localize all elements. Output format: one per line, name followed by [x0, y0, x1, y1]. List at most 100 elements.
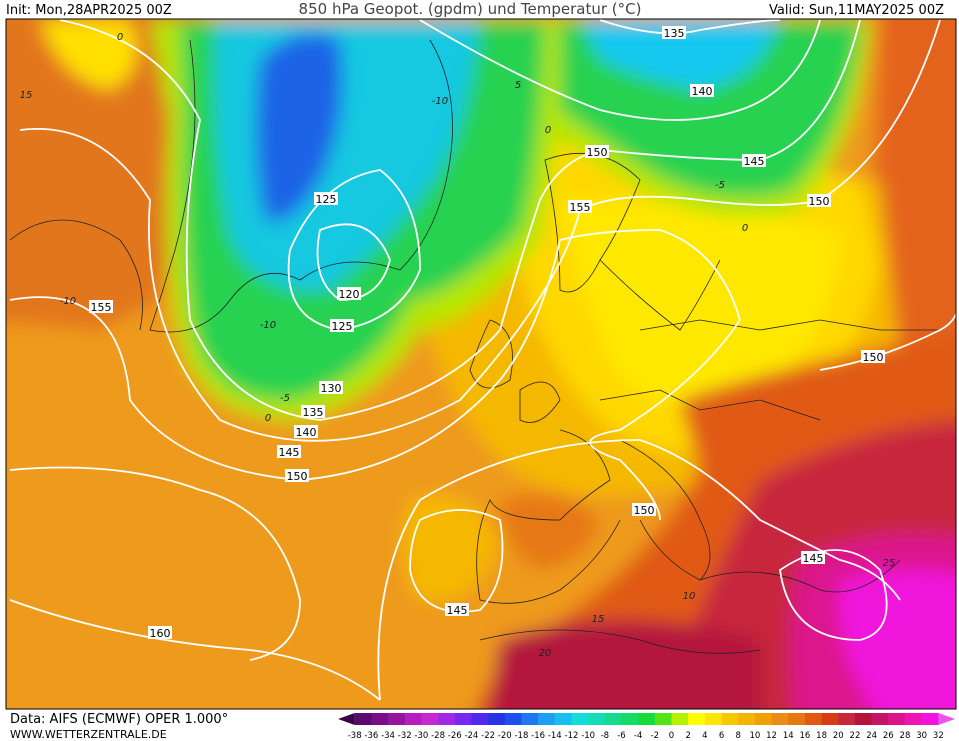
- colorbar-label: -22: [481, 731, 495, 741]
- coastlines: [9, 39, 940, 654]
- temperature-label: 15: [20, 90, 33, 101]
- colorbar-label: 20: [833, 731, 844, 741]
- temperature-label: 25: [883, 558, 896, 569]
- colorbar-label: 8: [736, 731, 741, 741]
- geopotential-label: 145: [744, 155, 765, 168]
- geopotential-label: 145: [803, 552, 824, 565]
- geopotential-label: 125: [316, 193, 337, 206]
- geopotential-label-box: [277, 445, 301, 458]
- temperature-label: -5: [715, 180, 725, 191]
- geopotential-label-box: [568, 200, 592, 213]
- geopotential-label: 125: [332, 320, 353, 333]
- colorbar-swatch: [604, 713, 622, 725]
- geopotential-label-box: [690, 84, 714, 97]
- init-label: Init: Mon,28APR2025 00Z: [6, 3, 172, 18]
- colorbar-label: -26: [448, 731, 462, 741]
- colorbar-arrow: [938, 713, 955, 725]
- geopotential-label-box: [148, 626, 172, 639]
- colorbar-swatch: [654, 713, 672, 725]
- valid-label: Valid: Sun,11MAY2025 00Z: [769, 3, 944, 18]
- geopotential-label: 145: [447, 604, 468, 617]
- colorbar-label: -28: [431, 731, 445, 741]
- colorbar-swatch: [754, 713, 772, 725]
- colorbar-label: -2: [651, 731, 659, 741]
- colorbar-label: 0: [669, 731, 674, 741]
- colorbar-label: 22: [850, 731, 861, 741]
- colorbar-swatch: [404, 713, 422, 725]
- colorbar-swatch: [688, 713, 706, 725]
- geopotential-label-box: [301, 405, 325, 418]
- geopotential-label: 135: [664, 27, 685, 40]
- temperature-label: -10: [60, 296, 76, 307]
- colorbar-label: 32: [933, 731, 944, 741]
- colorbar-label: 4: [702, 731, 707, 741]
- colorbar-label: -16: [531, 731, 545, 741]
- colorbar-swatch: [621, 713, 639, 725]
- colorbar-label: -4: [634, 731, 642, 741]
- geopotential-label: 135: [303, 406, 324, 419]
- colorbar-label: -18: [514, 731, 528, 741]
- colorbar: -38 -36 -34 -32 -30 -28 -26 -24 -22 -20 -18 -16 -14-…: [338, 713, 955, 741]
- geopotential-label: 155: [91, 301, 112, 314]
- colorbar-label: 24: [866, 731, 877, 741]
- colorbar-swatch: [371, 713, 389, 725]
- geopotential-label: 160: [150, 627, 171, 640]
- colorbar-swatch: [804, 713, 822, 725]
- colorbar-swatch: [904, 713, 922, 725]
- colorbar-swatch: [421, 713, 439, 725]
- temperature-label: 0: [117, 32, 123, 43]
- geopotential-label-box: [807, 194, 831, 207]
- geopotential-label: 150: [587, 146, 608, 159]
- geopotential-label: 140: [692, 85, 713, 98]
- temperature-label: -10: [260, 320, 276, 331]
- colorbar-swatch: [521, 713, 539, 725]
- website: WWW.WETTERZENTRALE.DE: [10, 728, 167, 741]
- geopotential-label-box: [742, 154, 766, 167]
- colorbar-label: -20: [498, 731, 512, 741]
- colorbar-swatch: [671, 713, 689, 725]
- colorbar-swatch: [554, 713, 572, 725]
- colorbar-swatch: [488, 713, 506, 725]
- colorbar-label: 26: [883, 731, 894, 741]
- temperature-label: -10: [432, 96, 448, 107]
- colorbar-label: 12: [766, 731, 777, 741]
- colorbar-swatch: [471, 713, 489, 725]
- colorbar-swatch: [538, 713, 556, 725]
- colorbar-swatch: [588, 713, 606, 725]
- colorbar-label: 14: [783, 731, 794, 741]
- geopotential-label-box: [801, 551, 825, 564]
- colorbar-swatch: [821, 713, 839, 725]
- geopotential-label: 145: [279, 446, 300, 459]
- colorbar-label: -8: [601, 731, 609, 741]
- geopotential-label-box: [337, 287, 361, 300]
- colorbar-label: 6: [719, 731, 724, 741]
- colorbar-label: -24: [464, 731, 478, 741]
- geopotential-label: 150: [809, 195, 830, 208]
- colorbar-label: -14: [548, 731, 562, 741]
- temperature-label: 10: [683, 591, 696, 602]
- colorbar-swatch: [838, 713, 856, 725]
- colorbar-swatch: [771, 713, 789, 725]
- map-frame: [5, 18, 957, 710]
- geopotential-label: 150: [287, 470, 308, 483]
- colorbar-label: -38: [348, 731, 362, 741]
- temperature-label: 0: [545, 125, 551, 136]
- geopotential-label: 130: [321, 382, 342, 395]
- colorbar-swatch: [721, 713, 739, 725]
- temperature-label: 0: [265, 413, 271, 424]
- colorbar-swatch: [571, 713, 589, 725]
- temperature-label: 20: [539, 648, 552, 659]
- geopotential-label-box: [585, 145, 609, 158]
- colorbar-swatch: [454, 713, 472, 725]
- temperature-label: 5: [515, 80, 521, 91]
- colorbar-swatch: [888, 713, 906, 725]
- geopotential-label-box: [319, 381, 343, 394]
- colorbar-label: -6: [617, 731, 625, 741]
- colorbar-label: 18: [816, 731, 827, 741]
- colorbar-swatch: [354, 713, 372, 725]
- geopotential-label-box: [632, 503, 656, 516]
